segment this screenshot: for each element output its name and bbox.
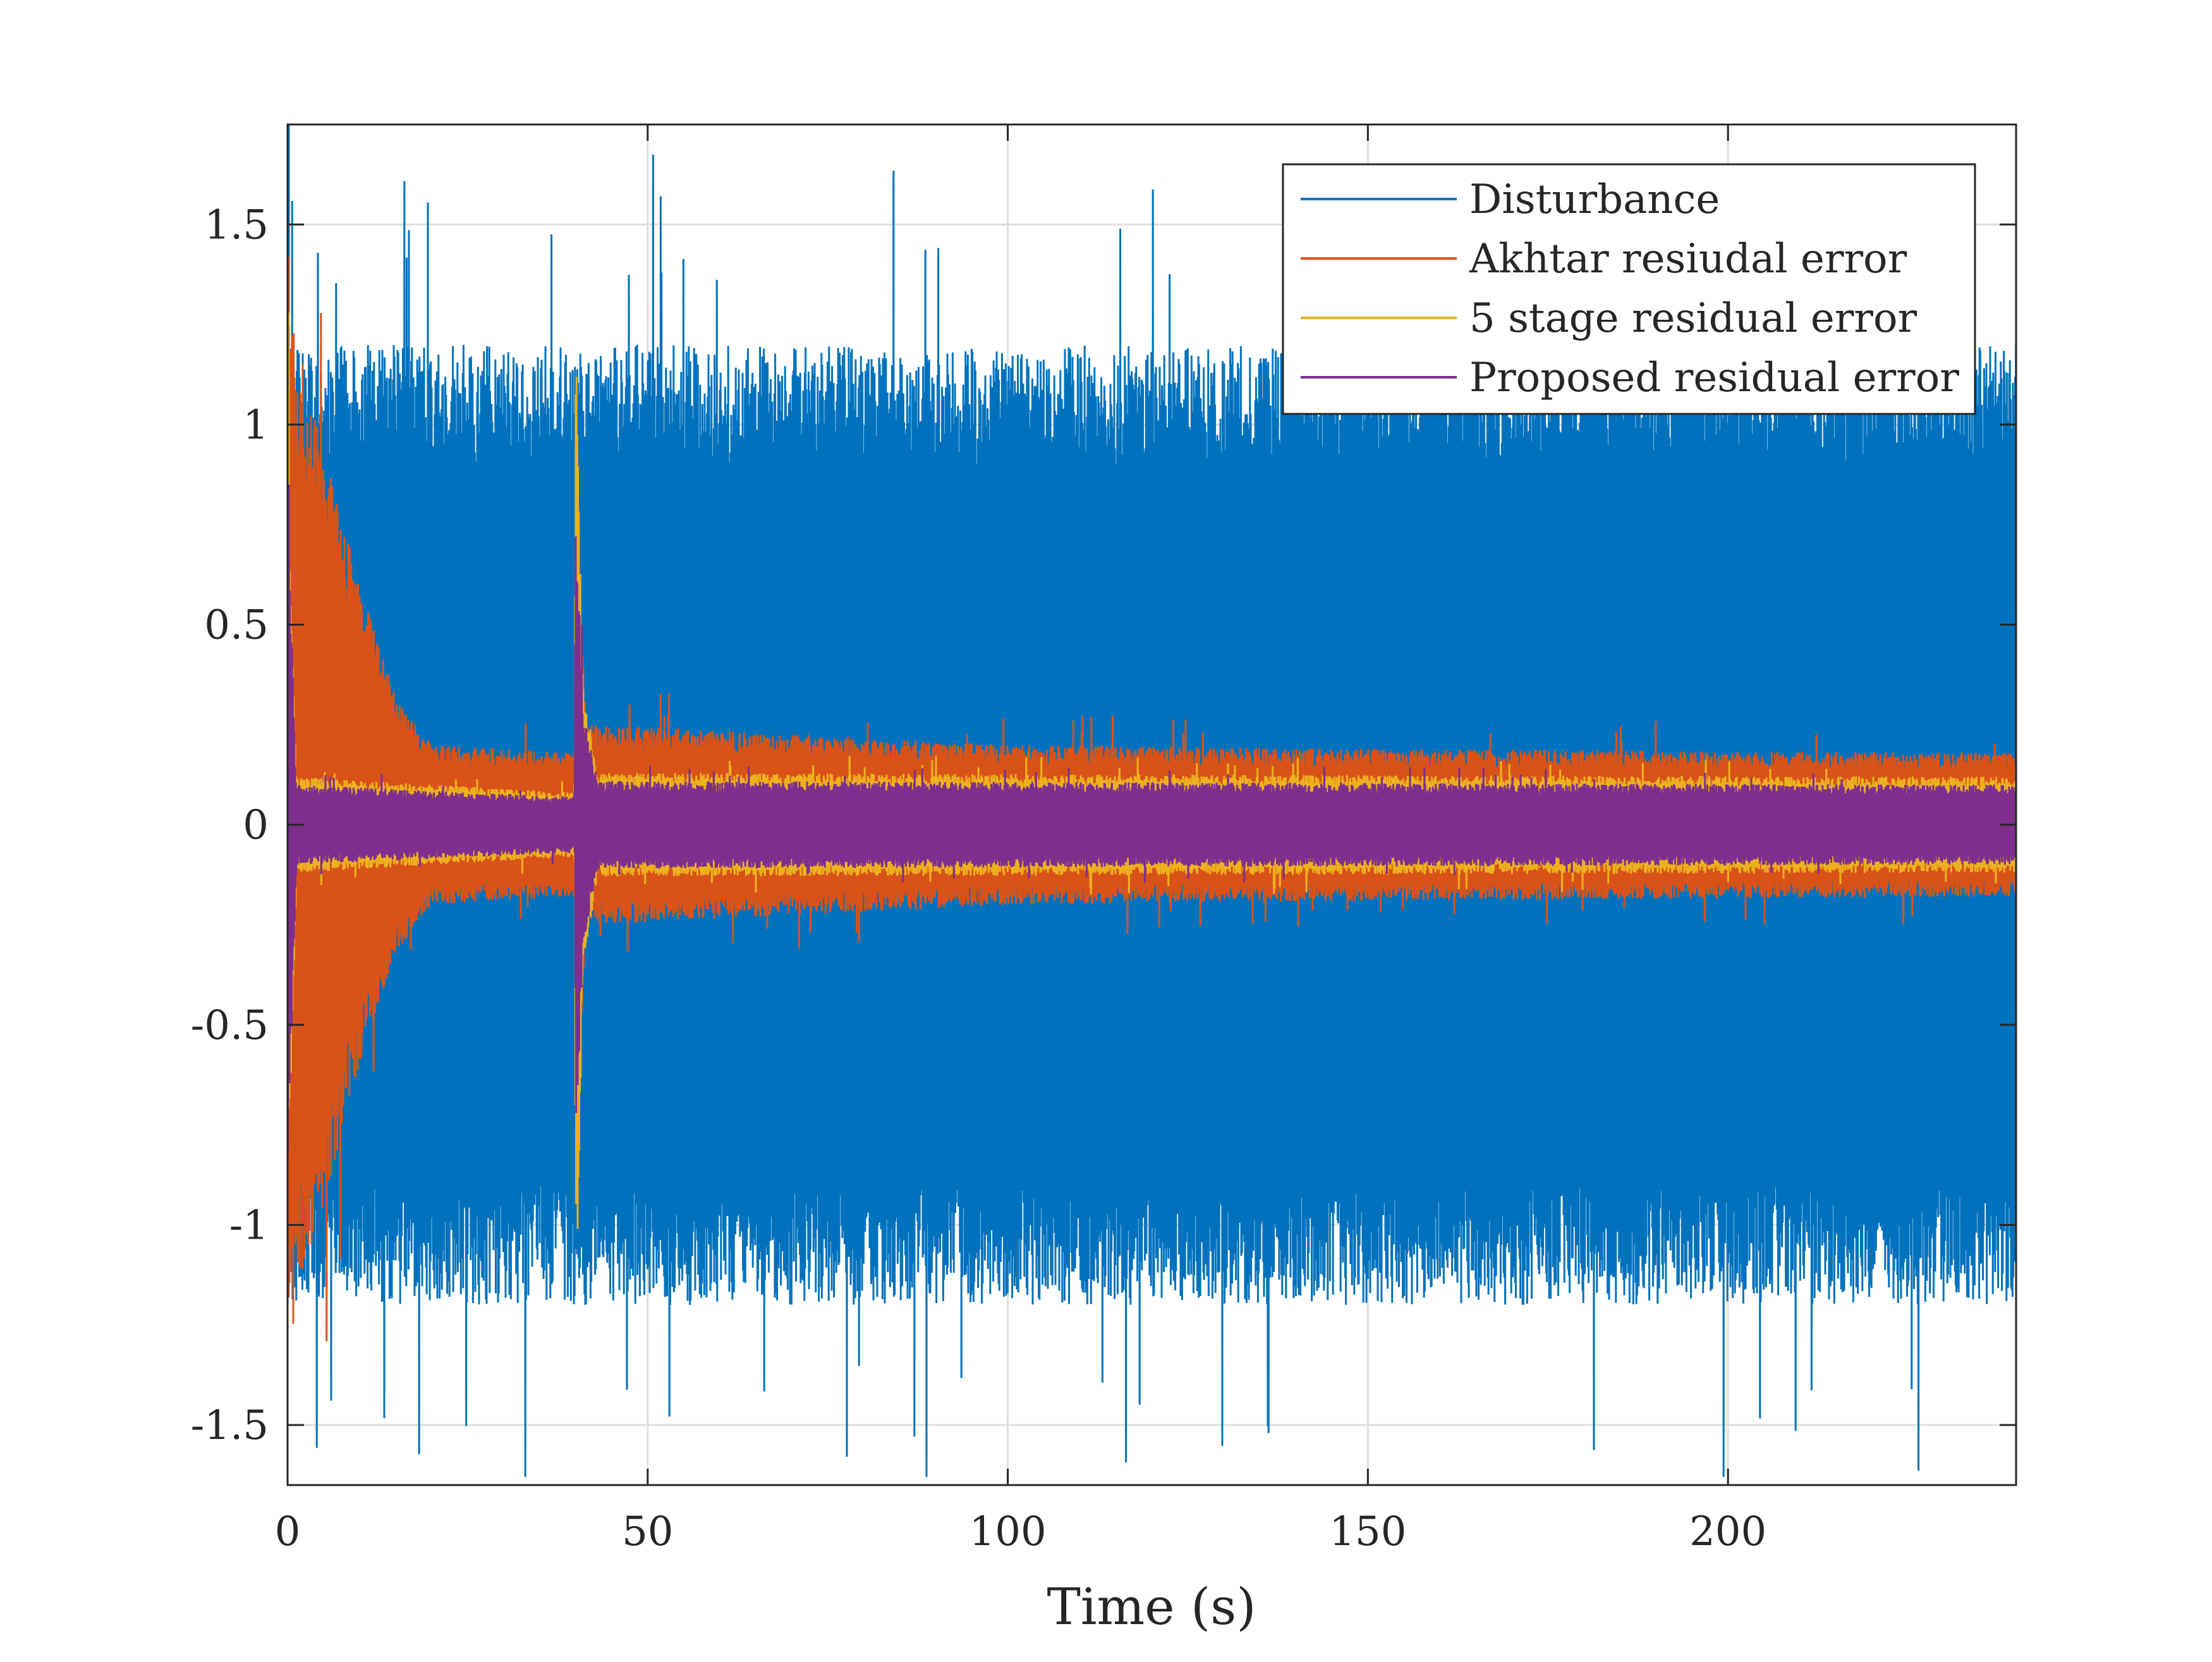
series-layer — [288, 124, 2016, 1477]
legend-label-akhtar: Akhtar resiudal error — [1469, 236, 1907, 282]
x-axis-title: Time (s) — [1047, 1577, 1256, 1636]
y-tick-label--0.5: -0.5 — [191, 1002, 269, 1049]
series-line-proposed-residual-error — [288, 536, 2016, 1154]
axes-box — [286, 123, 2017, 1486]
x-tick-label-150: 150 — [1329, 1508, 1406, 1555]
legend-box — [1282, 163, 1976, 415]
y-tick-label-1: 1 — [243, 402, 269, 449]
x-tick-label-0: 0 — [275, 1508, 301, 1555]
legend-label-disturbance: Disturbance — [1469, 176, 1720, 223]
y-tick-label-0.5: 0.5 — [204, 602, 269, 649]
x-tick-label-200: 200 — [1689, 1508, 1766, 1555]
y-tick-label-1.5: 1.5 — [204, 202, 269, 248]
y-tick-label--1.5: -1.5 — [191, 1402, 269, 1449]
x-tick-label-50: 50 — [622, 1508, 673, 1555]
legend-label-proposed: Proposed residual error — [1469, 355, 1959, 401]
legend-label-5-stage: 5 stage residual error — [1469, 295, 1917, 342]
y-tick-label-0: 0 — [243, 802, 269, 849]
axes: 0 50 100 150 200 -1.5 -1 -0.5 0 0.5 1 1.5 — [191, 123, 2017, 1555]
legend: Disturbance Akhtar resiudal error 5 stag… — [1282, 163, 1976, 415]
x-tick-label-100: 100 — [969, 1508, 1047, 1555]
y-tick-label--1: -1 — [229, 1202, 269, 1249]
